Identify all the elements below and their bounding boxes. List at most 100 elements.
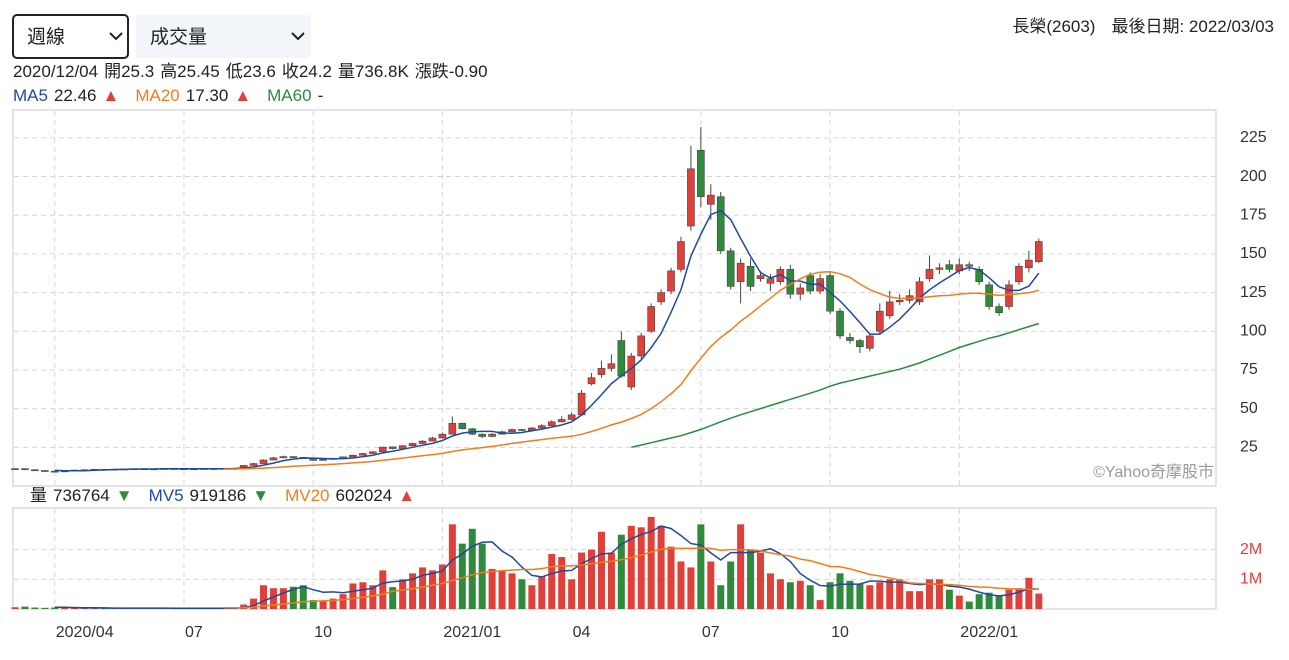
ohlc-field: 漲跌-0.90: [415, 62, 488, 81]
legend-trend: ▲: [103, 86, 120, 105]
x-tick-label: 2021/01: [443, 624, 501, 641]
volume-bar: [737, 524, 745, 609]
volume-bar: [448, 524, 456, 609]
ohlc-field: 開25.3: [104, 62, 154, 81]
volume-bar: [945, 589, 953, 609]
legend-name: MA5: [13, 86, 48, 105]
volume-bar: [339, 594, 347, 609]
candle-body: [547, 421, 556, 426]
legend-value: -: [318, 86, 324, 105]
candle-body: [428, 437, 437, 442]
volume-bar: [985, 592, 993, 609]
ma-line: [54, 209, 1040, 472]
volume-bar: [707, 561, 715, 609]
volume-bar: [687, 567, 695, 609]
chevron[interactable]: [109, 32, 123, 41]
select-value[interactable]: 週線: [27, 26, 65, 48]
volume-bar: [468, 528, 476, 609]
volume-bar: [498, 570, 506, 609]
candle-body: [895, 300, 904, 303]
volume-bar: [329, 598, 337, 609]
candle-body: [706, 194, 715, 205]
candle-body: [746, 265, 755, 287]
x-tick-label: 2022/01: [960, 624, 1018, 641]
y-tick-label: 100: [1240, 322, 1267, 339]
volume-bar: [438, 564, 446, 609]
volume-bar: [975, 594, 983, 609]
volume-bar: [627, 525, 635, 609]
candle-body: [866, 335, 874, 349]
select-box[interactable]: [12, 14, 129, 59]
candle-body: [1005, 284, 1013, 307]
period-select[interactable]: 週線: [12, 14, 129, 59]
legend-value: 736764: [53, 486, 110, 505]
candle-body: [259, 459, 268, 464]
candle-body: [289, 456, 298, 458]
volume-bar: [816, 600, 824, 609]
volume-bar: [299, 585, 307, 609]
volume-bar: [1015, 588, 1023, 609]
volume-bar: [697, 524, 705, 609]
select-value[interactable]: 成交量: [150, 26, 207, 48]
y-tick-label: 150: [1240, 245, 1267, 262]
volume-bar: [558, 557, 566, 609]
volume-bar: [916, 591, 924, 609]
y-tick-label: 75: [1240, 361, 1258, 378]
volume-bar: [518, 579, 526, 609]
candle-body: [875, 310, 884, 332]
volume-legend: 量 736764 ▼ MV5 919186 ▼ MV20 602024 ▲: [30, 486, 415, 505]
volume-bar: [419, 567, 427, 609]
volume-bar: [61, 607, 69, 609]
candle-body: [667, 270, 675, 292]
volume-bar: [409, 573, 417, 609]
stock-name: 長榮(2603): [1012, 17, 1095, 36]
candle-body: [359, 453, 367, 456]
ohlc-field: 量736.8K: [338, 62, 410, 81]
volume-bar: [528, 585, 536, 609]
volume-bar: [578, 552, 586, 609]
ohlc-field: 高25.45: [160, 62, 220, 81]
volume-bar: [349, 583, 357, 609]
legend-value: 22.46: [54, 86, 97, 105]
indicator-select[interactable]: 成交量: [136, 15, 311, 58]
volume-bar: [389, 587, 397, 609]
volume-bar: [896, 579, 904, 609]
volume-bar: [637, 527, 645, 609]
candle-body: [41, 470, 49, 472]
volume-bar: [428, 570, 436, 609]
volume-bar: [607, 552, 615, 609]
volume-bar: [647, 516, 655, 609]
volume-bar: [886, 579, 894, 609]
candle-body: [697, 149, 705, 197]
legend-name: MV20: [285, 486, 329, 505]
candle-body: [378, 446, 387, 453]
candle-body: [726, 250, 735, 287]
candle-body: [756, 275, 765, 279]
volume-bar: [11, 607, 19, 609]
candle-body: [736, 262, 745, 283]
candle-body: [418, 440, 427, 444]
volume-bar: [588, 549, 596, 609]
candle-body: [637, 335, 646, 357]
x-tick-label: 07: [702, 624, 720, 641]
legend-trend: ▲: [398, 486, 415, 505]
volume-bar: [21, 606, 29, 609]
volume-bar: [458, 543, 466, 609]
candle-body: [448, 423, 457, 435]
x-tick-label: 04: [573, 624, 591, 641]
volume-bar: [289, 586, 297, 609]
candle-body: [11, 468, 19, 470]
volume-bar: [786, 582, 794, 609]
volume-bar: [955, 595, 963, 609]
select-box[interactable]: [136, 15, 311, 58]
volume-bar: [488, 568, 496, 609]
legend-trend: ▼: [116, 486, 133, 505]
chevron[interactable]: [291, 32, 305, 41]
x-tick-label: 2020/04: [56, 624, 114, 641]
volume-bar: [826, 582, 834, 609]
volume-bar: [508, 573, 516, 609]
volume-bar: [717, 585, 725, 609]
volume-bar: [995, 595, 1003, 609]
volume-bar: [806, 585, 814, 609]
ma-line: [223, 270, 1039, 470]
